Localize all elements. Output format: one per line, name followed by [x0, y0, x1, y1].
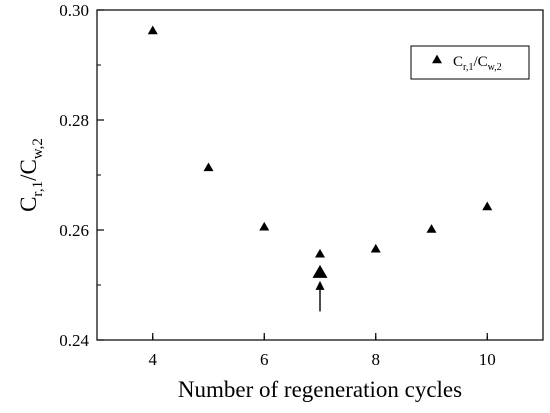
legend-label: Cr,1/Cw,2 [453, 54, 502, 73]
legend-label-base1: C [453, 54, 463, 70]
data-point [203, 162, 214, 172]
legend-label-sep: / [473, 54, 478, 70]
legend-marker [432, 54, 442, 64]
y-axis-title-base2: C [16, 159, 41, 174]
y-tick-label: 0.28 [59, 111, 89, 130]
x-tick-label: 8 [372, 350, 381, 369]
data-point [147, 25, 158, 35]
data-point [315, 248, 325, 258]
y-axis-title-base1: C [16, 197, 41, 212]
x-tick-label: 4 [149, 350, 158, 369]
highlight-arrow-head [315, 280, 325, 290]
data-point [259, 221, 270, 231]
data-point [426, 224, 437, 233]
highlight-point [312, 264, 328, 278]
legend-label-sub1: r,1 [463, 62, 473, 73]
y-tick-label: 0.24 [59, 331, 89, 350]
points-layer [147, 25, 493, 312]
legend: Cr,1/Cw,2 [410, 45, 530, 80]
plot-frame [96, 9, 544, 341]
legend-box [410, 45, 530, 80]
y-axis-title-sub2: w,2 [30, 138, 46, 159]
x-tick-label: 6 [260, 350, 269, 369]
data-point [482, 201, 493, 211]
y-axis-title-sub1: r,1 [30, 181, 46, 197]
legend-label-sub2: w,2 [488, 62, 502, 73]
x-axis-title: Number of regeneration cycles [178, 377, 462, 402]
data-point [370, 243, 381, 253]
y-tick-label: 0.30 [59, 1, 89, 20]
legend-label-base2: C [478, 54, 488, 70]
y-axis-title: Cr,1/Cw,2 [16, 138, 46, 212]
y-axis-title-sep: / [16, 174, 41, 181]
x-tick-label: 10 [479, 350, 496, 369]
y-tick-label: 0.26 [59, 221, 89, 240]
ticks-layer: 4 6 8 10 0.24 0.26 0.28 0.30 [59, 1, 496, 369]
